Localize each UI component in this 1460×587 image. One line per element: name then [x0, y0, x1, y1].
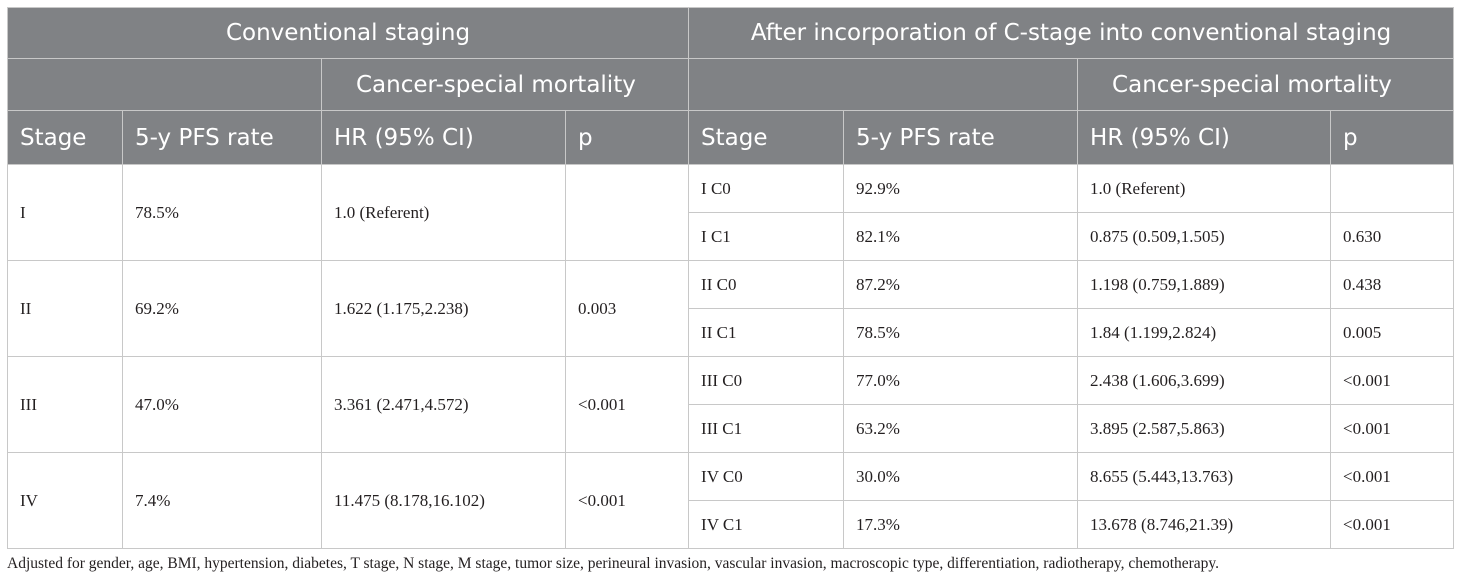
cstage-pfs-cell: 82.1% [843, 212, 1079, 261]
empty-header-cell [7, 58, 322, 111]
table-row: III C1 63.2% 3.895 (2.587,5.863) <0.001 [8, 404, 1455, 453]
column-header-p: p [1330, 110, 1455, 165]
cstage-stage-cell: II C1 [688, 308, 845, 357]
column-header-stage: Stage [7, 110, 123, 165]
cstage-hr-cell: 8.655 (5.443,13.763) [1077, 452, 1332, 501]
cstage-p-cell: <0.001 [1330, 404, 1455, 453]
cstage-pfs-cell: 63.2% [843, 404, 1079, 453]
cstage-pfs-cell: 87.2% [843, 260, 1079, 309]
conv-pfs-cell: 69.2% [122, 260, 322, 357]
column-header-stage: Stage [688, 110, 845, 165]
column-header-hr: HR (95% CI) [321, 110, 566, 165]
cstage-stage-cell: III C1 [688, 404, 845, 453]
conv-p-cell: <0.001 [564, 356, 690, 453]
conv-stage-cell: IV [7, 452, 123, 549]
cstage-hr-cell: 2.438 (1.606,3.699) [1077, 356, 1332, 405]
conv-pfs-cell: 78.5% [122, 164, 322, 261]
mortality-header-left: Cancer-special mortality [320, 58, 690, 111]
cstage-hr-cell: 1.198 (0.759,1.889) [1077, 260, 1332, 309]
table-row: IV 7.4% 11.475 (8.178,16.102) <0.001 IV … [7, 452, 1455, 549]
conv-hr-cell: 11.475 (8.178,16.102) [321, 452, 566, 549]
cstage-stage-cell: IV C1 [688, 500, 845, 549]
table-row: II 69.2% 1.622 (1.175,2.238) 0.003 II C0… [7, 260, 1455, 357]
mortality-header-right: Cancer-special mortality [1077, 58, 1455, 111]
cstage-pfs-cell: 92.9% [843, 164, 1079, 213]
staging-table: Conventional staging After incorporation… [6, 7, 1455, 549]
cstage-stage-cell: I C1 [688, 212, 845, 261]
table-row: IV C1 17.3% 13.678 (8.746,21.39) <0.001 [8, 500, 1455, 549]
conv-hr-cell: 1.622 (1.175,2.238) [321, 260, 566, 357]
header-row-mortality: Cancer-special mortality Cancer-special … [7, 58, 1455, 111]
table-row: II C1 78.5% 1.84 (1.199,2.824) 0.005 [8, 308, 1455, 357]
cstage-stage-cell: III C0 [688, 356, 845, 405]
cstage-p-cell: <0.001 [1330, 356, 1455, 405]
cstage-p-cell: <0.001 [1330, 500, 1455, 549]
column-header-hr: HR (95% CI) [1077, 110, 1332, 165]
header-row-groups: Conventional staging After incorporation… [6, 7, 1455, 59]
cstage-p-cell: 0.438 [1330, 260, 1455, 309]
table-row: III 47.0% 3.361 (2.471,4.572) <0.001 III… [7, 356, 1455, 453]
column-header-p: p [564, 110, 690, 165]
column-header-pfs: 5-y PFS rate [122, 110, 322, 165]
conv-stage-cell: II [7, 260, 123, 357]
cstage-stage-cell: I C0 [688, 164, 845, 213]
conv-hr-cell: 1.0 (Referent) [321, 164, 566, 261]
cstage-stage-cell: IV C0 [688, 452, 845, 501]
cstage-pfs-cell: 17.3% [843, 500, 1079, 549]
cstage-pfs-cell: 77.0% [843, 356, 1079, 405]
conv-p-cell: <0.001 [564, 452, 690, 549]
conv-p-cell [564, 164, 690, 261]
cstage-hr-cell: 1.84 (1.199,2.824) [1077, 308, 1332, 357]
cstage-pfs-cell: 30.0% [843, 452, 1079, 501]
cstage-hr-cell: 13.678 (8.746,21.39) [1077, 500, 1332, 549]
cstage-hr-cell: 1.0 (Referent) [1077, 164, 1332, 213]
conv-hr-cell: 3.361 (2.471,4.572) [321, 356, 566, 453]
conv-stage-cell: III [7, 356, 123, 453]
conv-pfs-cell: 7.4% [122, 452, 322, 549]
cstage-p-cell [1330, 164, 1455, 213]
cstage-hr-cell: 3.895 (2.587,5.863) [1077, 404, 1332, 453]
cstage-hr-cell: 0.875 (0.509,1.505) [1077, 212, 1332, 261]
c-stage-header: After incorporation of C-stage into conv… [688, 7, 1455, 59]
conv-p-cell: 0.003 [564, 260, 690, 357]
column-header-pfs: 5-y PFS rate [843, 110, 1079, 165]
conv-stage-cell: I [7, 164, 123, 261]
table-footnote: Adjusted for gender, age, BMI, hypertens… [7, 555, 1220, 572]
header-row-columns: Stage 5-y PFS rate HR (95% CI) p Stage 5… [7, 110, 1455, 165]
cstage-pfs-cell: 78.5% [843, 308, 1079, 357]
table-row: I 78.5% 1.0 (Referent) I C0 92.9% 1.0 (R… [7, 164, 1455, 261]
cstage-stage-cell: II C0 [688, 260, 845, 309]
table-container: Conventional staging After incorporation… [6, 7, 1455, 549]
cstage-p-cell: <0.001 [1330, 452, 1455, 501]
conv-pfs-cell: 47.0% [122, 356, 322, 453]
table-row: I C1 82.1% 0.875 (0.509,1.505) 0.630 [8, 212, 1455, 261]
empty-header-cell [688, 58, 1079, 111]
cstage-p-cell: 0.630 [1330, 212, 1455, 261]
conventional-staging-header: Conventional staging [6, 7, 690, 59]
cstage-p-cell: 0.005 [1330, 308, 1455, 357]
